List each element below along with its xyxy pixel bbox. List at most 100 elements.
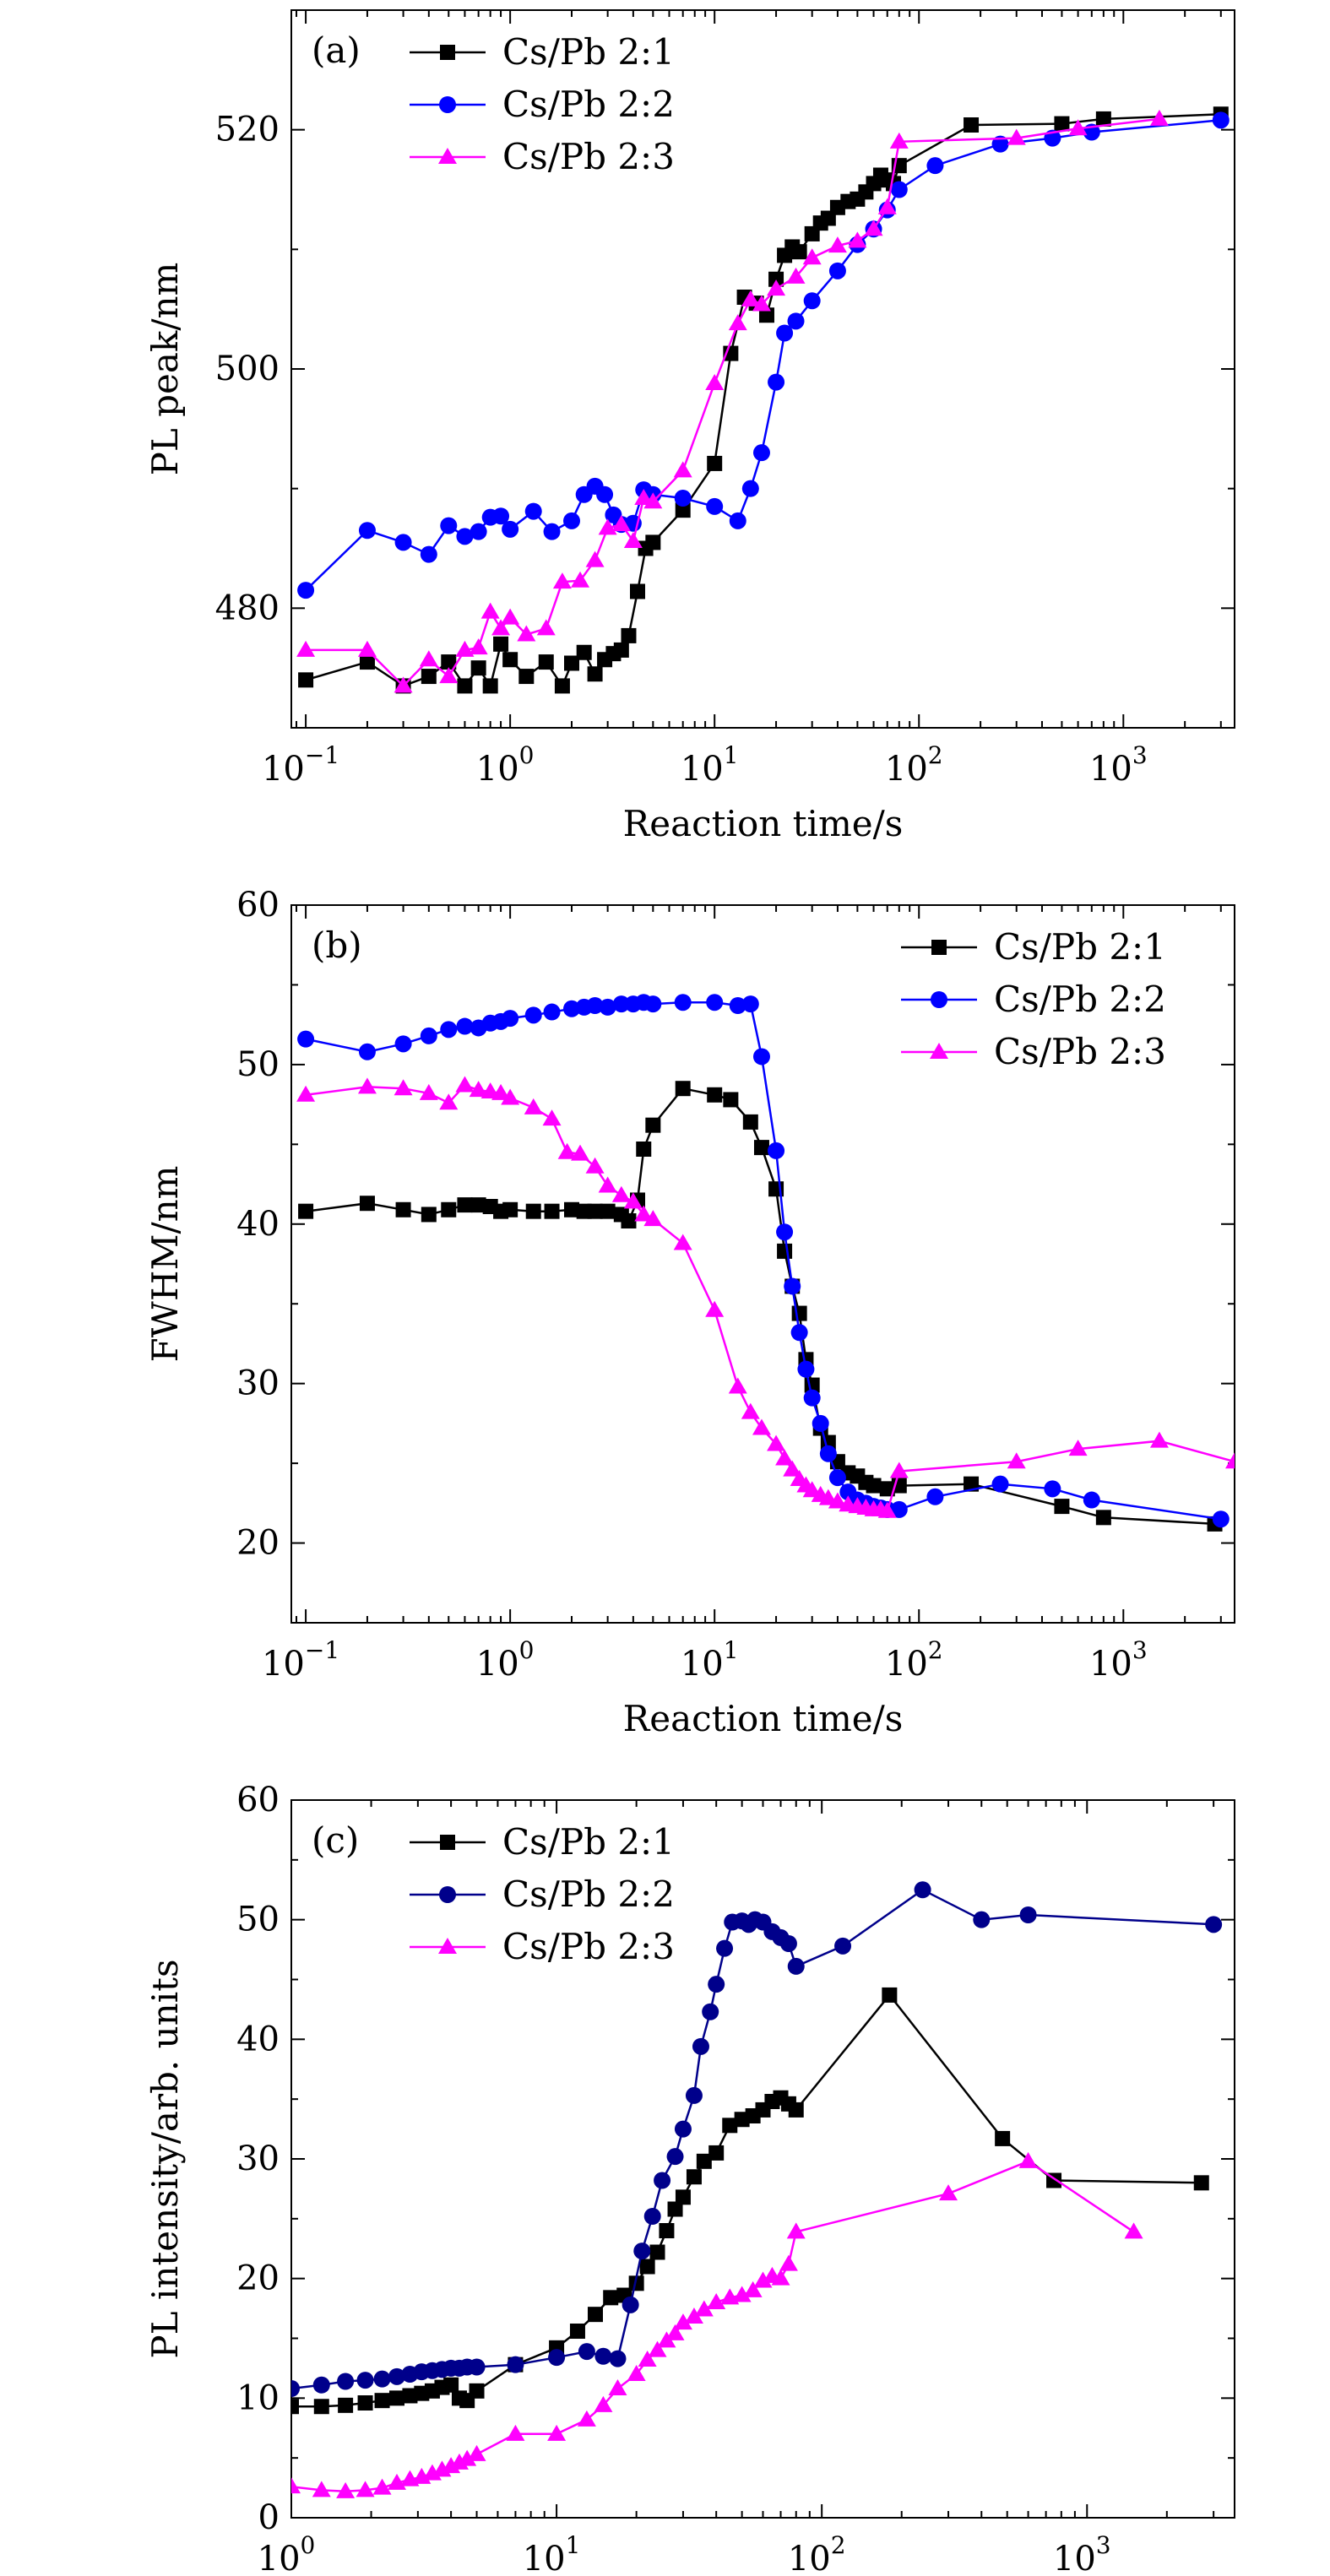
data-point-cs-pb-2-2 <box>784 1277 801 1295</box>
panel-a: 10−1 100 101 102 103 480 500 520 Reaction time/s… <box>144 9 1235 844</box>
data-point-cs-pb-2-3 <box>501 608 520 625</box>
data-point-cs-pb-2-2 <box>456 1017 474 1035</box>
data-point-cs-pb-2-3 <box>1068 1440 1088 1456</box>
data-point-cs-pb-2-1 <box>298 672 314 688</box>
data-point-cs-pb-2-3 <box>786 2222 806 2239</box>
data-point-cs-pb-2-2 <box>926 157 944 175</box>
data-point-cs-pb-2-1 <box>723 1092 739 1108</box>
y-tick-label: 10 <box>236 2378 280 2417</box>
data-point-cs-pb-2-2 <box>666 2148 684 2166</box>
legend-label-cs-pb-2-2: Cs/Pb 2:2 <box>502 84 675 125</box>
data-point-cs-pb-2-2 <box>768 1142 785 1159</box>
series-cs-pb-2-3 <box>296 1076 1235 1518</box>
data-point-cs-pb-2-1 <box>470 1197 486 1213</box>
data-point-cs-pb-2-1 <box>525 1203 541 1219</box>
data-point-cs-pb-2-2 <box>787 312 805 330</box>
y-tick-label: 520 <box>215 111 280 149</box>
data-point-cs-pb-2-2 <box>716 1939 734 1957</box>
data-point-cs-pb-2-1 <box>882 1987 898 2003</box>
x-tick-label: 10−1 <box>262 741 339 789</box>
data-point-cs-pb-2-1 <box>1054 1499 1070 1515</box>
data-point-cs-pb-2-2 <box>524 502 542 520</box>
data-point-cs-pb-2-2 <box>373 2370 391 2388</box>
data-point-cs-pb-2-1 <box>777 1243 793 1259</box>
data-point-cs-pb-2-2 <box>729 997 746 1014</box>
data-point-cs-pb-2-1 <box>482 678 498 694</box>
data-point-cs-pb-2-2 <box>394 534 412 551</box>
axes-frame-b <box>290 904 1235 1624</box>
data-point-cs-pb-2-3 <box>439 667 459 684</box>
panel-label: (a) <box>312 30 361 71</box>
legend-label-cs-pb-2-1: Cs/Pb 2:1 <box>502 31 675 73</box>
series-cs-pb-2-2 <box>291 1881 1223 2397</box>
data-point-cs-pb-2-2 <box>358 522 376 540</box>
x-tick-label: 103 <box>1089 1636 1148 1684</box>
data-point-cs-pb-2-1 <box>707 1087 723 1103</box>
data-point-cs-pb-2-2 <box>702 2003 719 2020</box>
y-tick-label: 20 <box>236 1524 280 1563</box>
data-point-cs-pb-2-3 <box>665 2324 685 2340</box>
data-point-cs-pb-2-3 <box>480 602 500 619</box>
data-point-cs-pb-2-2 <box>991 135 1009 153</box>
data-point-cs-pb-2-2 <box>812 1414 829 1432</box>
data-point-cs-pb-2-1 <box>457 678 473 694</box>
data-point-cs-pb-2-3 <box>506 2424 525 2441</box>
data-point-cs-pb-2-2 <box>674 994 692 1011</box>
data-point-cs-pb-2-3 <box>455 640 475 657</box>
data-point-cs-pb-2-3 <box>877 1501 897 1518</box>
data-point-cs-pb-2-3 <box>648 2340 667 2357</box>
x-tick-label: 101 <box>681 741 739 789</box>
data-point-cs-pb-2-1 <box>722 2118 738 2134</box>
legend-marker-cs-pb-2-2 <box>439 1886 456 1903</box>
data-point-cs-pb-2-2 <box>819 1445 837 1462</box>
data-point-cs-pb-2-1 <box>659 2223 675 2238</box>
data-point-cs-pb-2-3 <box>643 1210 663 1227</box>
data-point-cs-pb-2-3 <box>828 1492 847 1509</box>
data-point-cs-pb-2-1 <box>576 644 592 660</box>
data-point-cs-pb-2-3 <box>673 461 692 478</box>
legend-marker-cs-pb-2-1 <box>440 1835 455 1850</box>
data-point-cs-pb-2-3 <box>336 2481 356 2498</box>
data-point-cs-pb-2-3 <box>939 2184 958 2201</box>
data-point-cs-pb-2-2 <box>926 1488 944 1505</box>
data-point-cs-pb-2-1 <box>639 2259 655 2275</box>
data-point-cs-pb-2-1 <box>564 1201 580 1217</box>
data-point-cs-pb-2-2 <box>596 485 614 503</box>
data-point-cs-pb-2-3 <box>705 374 725 390</box>
data-point-cs-pb-2-2 <box>563 1000 581 1017</box>
data-point-cs-pb-2-2 <box>890 1500 908 1518</box>
data-point-cs-pb-2-3 <box>1225 1452 1235 1469</box>
data-point-cs-pb-2-1 <box>1193 2175 1209 2191</box>
data-point-cs-pb-2-1 <box>707 455 723 471</box>
data-point-cs-pb-2-3 <box>889 132 909 149</box>
x-tick-label: 101 <box>523 2531 581 2576</box>
legend-c: Cs/Pb 2:1 Cs/Pb 2:2 Cs/Pb 2:3 <box>410 1821 675 1967</box>
data-point-cs-pb-2-2 <box>440 1021 458 1039</box>
data-point-cs-pb-2-3 <box>623 1192 643 1209</box>
data-point-cs-pb-2-2 <box>543 523 561 540</box>
data-point-cs-pb-2-1 <box>600 1203 616 1219</box>
data-point-cs-pb-2-3 <box>634 1205 654 1222</box>
y-tick-label: 40 <box>236 1205 280 1244</box>
x-tick-label: 100 <box>258 2531 316 2576</box>
y-tick-label: 500 <box>215 350 280 388</box>
legend-a: Cs/Pb 2:1 Cs/Pb 2:2 Cs/Pb 2:3 <box>410 31 675 177</box>
y-tick-label: 60 <box>236 886 280 925</box>
data-point-cs-pb-2-1 <box>587 666 603 682</box>
legend-marker-cs-pb-2-1 <box>931 940 947 955</box>
y-tick-label: 20 <box>236 2259 280 2298</box>
data-point-cs-pb-2-3 <box>611 515 631 532</box>
data-point-cs-pb-2-3 <box>419 650 438 667</box>
legend-marker-cs-pb-2-3 <box>930 1043 948 1059</box>
data-point-cs-pb-2-3 <box>394 676 413 693</box>
data-point-cs-pb-2-3 <box>1018 2151 1038 2168</box>
data-point-cs-pb-2-1 <box>469 2383 485 2399</box>
data-point-cs-pb-2-2 <box>797 1360 815 1378</box>
legend-marker-cs-pb-2-3 <box>438 148 457 164</box>
data-point-cs-pb-2-3 <box>705 1300 725 1317</box>
data-point-cs-pb-2-2 <box>548 2349 566 2367</box>
data-point-cs-pb-2-1 <box>964 1476 980 1492</box>
data-point-cs-pb-2-2 <box>776 324 794 342</box>
y-tick-label: 40 <box>236 2020 280 2058</box>
